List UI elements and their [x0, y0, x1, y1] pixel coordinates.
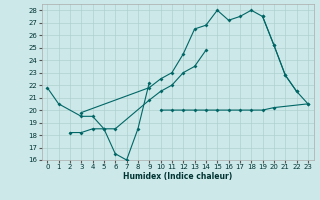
X-axis label: Humidex (Indice chaleur): Humidex (Indice chaleur) [123, 172, 232, 181]
